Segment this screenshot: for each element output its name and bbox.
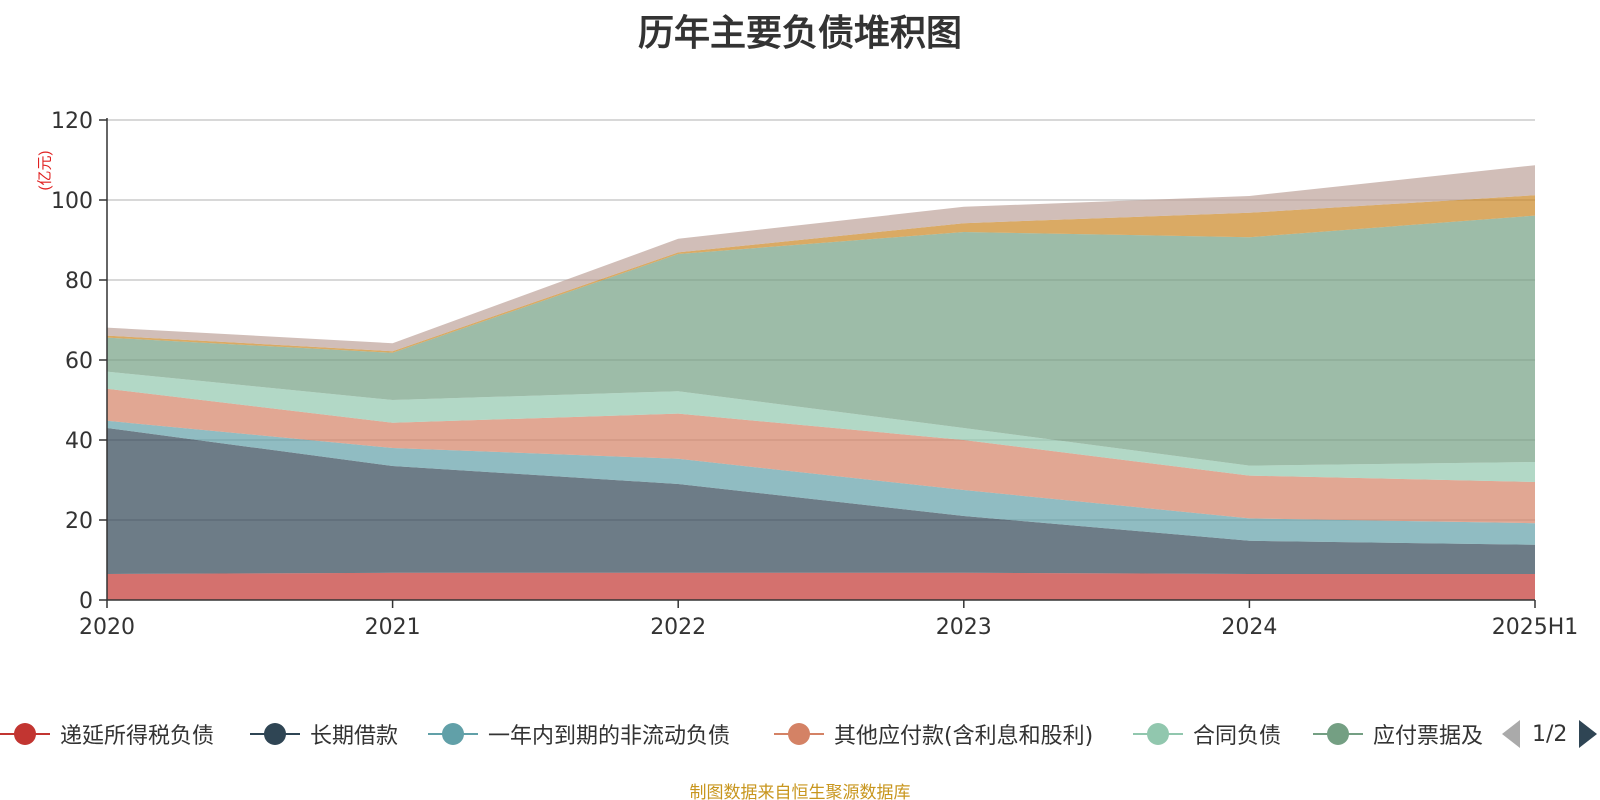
legend-marker-icon — [250, 714, 300, 754]
legend-item[interactable]: 合同负债 — [1133, 714, 1281, 754]
area-series-5[interactable] — [107, 215, 1535, 466]
legend-label: 递延所得税负债 — [60, 724, 215, 749]
axes: 0 20 40 60 80 100 120 2020 2021 2022 2023 2024 2025H… — [51, 109, 1578, 640]
chart-title: 历年主要负债堆积图 — [637, 13, 962, 54]
y-tick-label: 20 — [65, 509, 93, 534]
legend-label: 长期借款 — [310, 724, 399, 749]
legend-label: 合同负债 — [1193, 724, 1282, 749]
legend-pager: 1/2 — [1500, 714, 1600, 754]
legend-item[interactable]: 递延所得税负债 — [0, 714, 214, 754]
x-tick-label: 2024 — [1221, 615, 1277, 640]
legend-item[interactable]: 一年内到期的非流动负债 — [428, 714, 730, 754]
area-series-1[interactable] — [107, 428, 1535, 574]
area-series-4[interactable] — [107, 371, 1535, 482]
y-tick-label: 80 — [65, 269, 93, 294]
area-series-0[interactable] — [107, 572, 1535, 600]
legend-label: 应付票据及 — [1373, 724, 1484, 749]
x-tick-label: 2025H1 — [1492, 615, 1579, 640]
y-tick-label: 0 — [79, 589, 93, 614]
legend-item[interactable]: 长期借款 — [250, 714, 398, 754]
y-tick-label: 120 — [51, 109, 93, 134]
y-tick-label: 60 — [65, 349, 93, 374]
legend: 递延所得税负债 长期借款 一年内到期的非流动负债 其他应付款(含利息和股利) 合同负债 应… — [0, 714, 1490, 754]
legend-prev-page-icon[interactable] — [1502, 720, 1520, 748]
legend-item[interactable]: 应付票据及 — [1313, 714, 1483, 754]
y-tick-label: 40 — [65, 429, 93, 454]
y-axis-unit-text: (亿元) — [36, 150, 54, 191]
x-tick-label: 2022 — [650, 615, 706, 640]
legend-marker-icon — [774, 714, 824, 754]
area-series-3[interactable] — [107, 388, 1535, 524]
area-series-group — [107, 165, 1535, 600]
legend-label: 其他应付款(含利息和股利) — [834, 724, 1094, 749]
source-note: 制图数据来自恒生聚源数据库 — [689, 783, 911, 800]
legend-page-indicator: 1/2 — [1532, 721, 1568, 747]
legend-marker-icon — [1313, 714, 1363, 754]
area-series-6[interactable] — [107, 195, 1535, 353]
legend-label: 一年内到期的非流动负债 — [488, 724, 731, 749]
area-series-7[interactable] — [107, 165, 1535, 352]
x-tick-label: 2021 — [365, 615, 421, 640]
legend-marker-icon — [428, 714, 478, 754]
x-tick-label: 2023 — [936, 615, 992, 640]
legend-marker-icon — [0, 714, 50, 754]
x-tick-label: 2020 — [79, 615, 135, 640]
legend-next-page-icon[interactable] — [1579, 720, 1598, 748]
legend-item[interactable]: 其他应付款(含利息和股利) — [774, 714, 1093, 754]
y-tick-label: 100 — [51, 189, 93, 214]
legend-marker-icon — [1133, 714, 1183, 754]
area-series-2[interactable] — [107, 420, 1535, 545]
